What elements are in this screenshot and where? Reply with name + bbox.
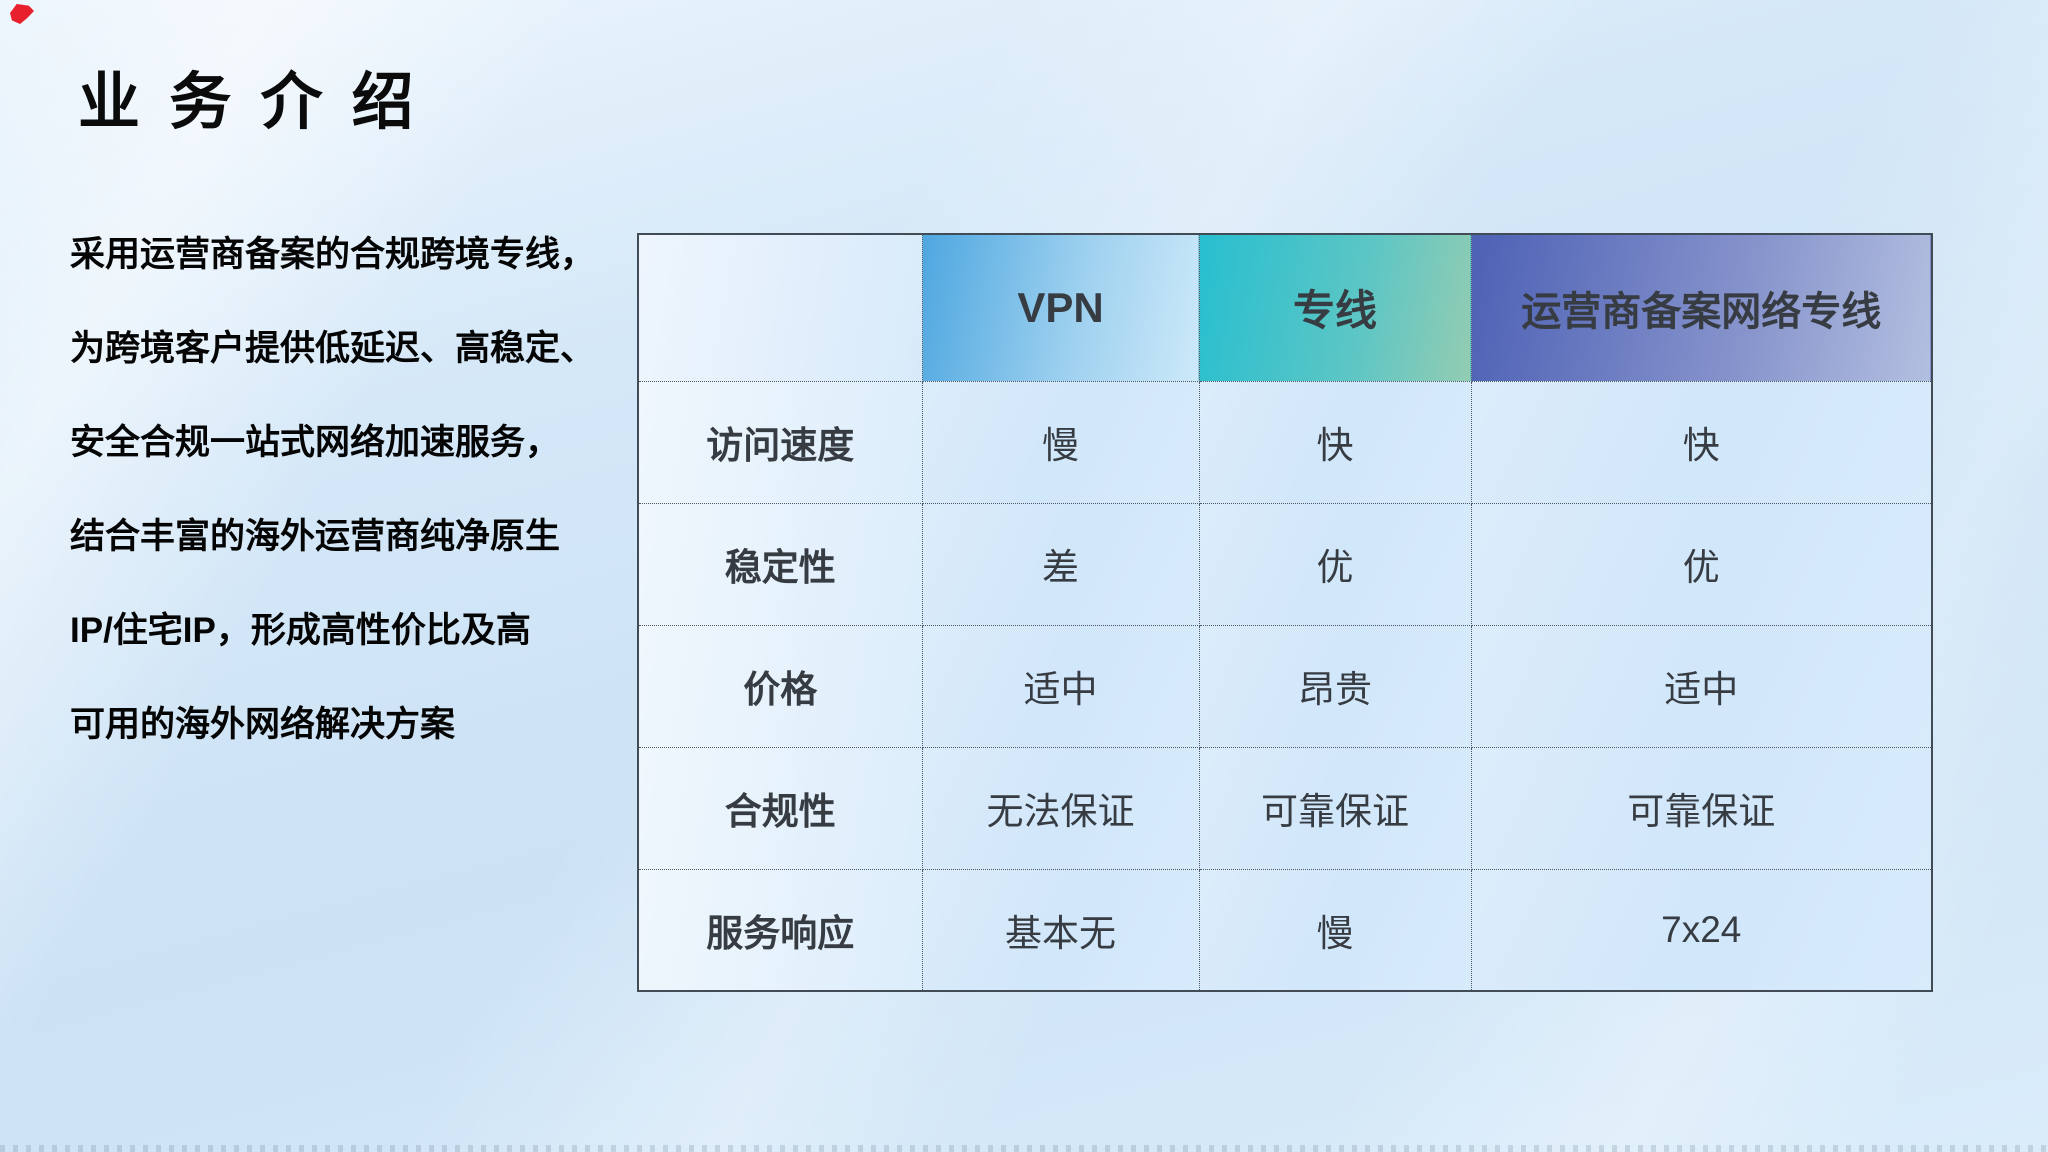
bottom-dashed-strip xyxy=(0,1145,2048,1152)
description-line: 为跨境客户提供低延迟、高稳定、 xyxy=(70,329,596,368)
cell-value: 基本无 xyxy=(921,868,1200,992)
cell-value: 适中 xyxy=(921,624,1200,748)
table-row: 价格 适中 昂贵 适中 xyxy=(637,624,1933,748)
cell-value: 快 xyxy=(1470,380,1933,504)
table-row: 服务响应 基本无 慢 7x24 xyxy=(637,868,1933,992)
row-label-compliance: 合规性 xyxy=(637,746,923,870)
cell-value: 可靠保证 xyxy=(1470,746,1933,870)
description-line: IP/住宅IP，形成高性价比及高 xyxy=(70,611,531,650)
description-line: 采用运营商备案的合规跨境专线， xyxy=(70,235,596,274)
description-line: 结合丰富的海外运营商纯净原生 xyxy=(70,517,561,556)
cell-value: 昂贵 xyxy=(1198,624,1472,748)
table-row: 访问速度 慢 快 快 xyxy=(637,380,1933,504)
cell-value: 快 xyxy=(1198,380,1472,504)
red-corner-mark xyxy=(10,4,34,24)
table-header-row: VPN 专线 运营商备案网络专线 xyxy=(637,233,1933,382)
table-row: 合规性 无法保证 可靠保证 可靠保证 xyxy=(637,746,1933,870)
header-cell-empty xyxy=(637,233,923,382)
cell-value: 7x24 xyxy=(1470,868,1933,992)
cell-value: 无法保证 xyxy=(921,746,1200,870)
row-label-access-speed: 访问速度 xyxy=(637,380,923,504)
row-label-stability: 稳定性 xyxy=(637,502,923,626)
cell-value: 可靠保证 xyxy=(1198,746,1472,870)
table-row: 稳定性 差 优 优 xyxy=(637,502,1933,626)
cell-value: 差 xyxy=(921,502,1200,626)
cell-value: 优 xyxy=(1198,502,1472,626)
business-description: 采用运营商备案的合规跨境专线， 为跨境客户提供低延迟、高稳定、 安全合规一站式网… xyxy=(70,208,630,772)
description-line: 可用的海外网络解决方案 xyxy=(70,705,456,744)
header-cell-dedicated-line: 专线 xyxy=(1198,233,1472,382)
header-cell-carrier-registered-line: 运营商备案网络专线 xyxy=(1470,233,1933,382)
cell-value: 慢 xyxy=(921,380,1200,504)
comparison-table: VPN 专线 运营商备案网络专线 访问速度 慢 快 快 稳定性 差 优 优 价格… xyxy=(637,233,1933,992)
row-label-price: 价格 xyxy=(637,624,923,748)
page-title: 业 务 介 绍 xyxy=(78,68,420,137)
description-line: 安全合规一站式网络加速服务， xyxy=(70,423,561,462)
cell-value: 慢 xyxy=(1198,868,1472,992)
cell-value: 适中 xyxy=(1470,624,1933,748)
cell-value: 优 xyxy=(1470,502,1933,626)
row-label-service-response: 服务响应 xyxy=(637,868,923,992)
header-cell-vpn: VPN xyxy=(921,233,1200,382)
